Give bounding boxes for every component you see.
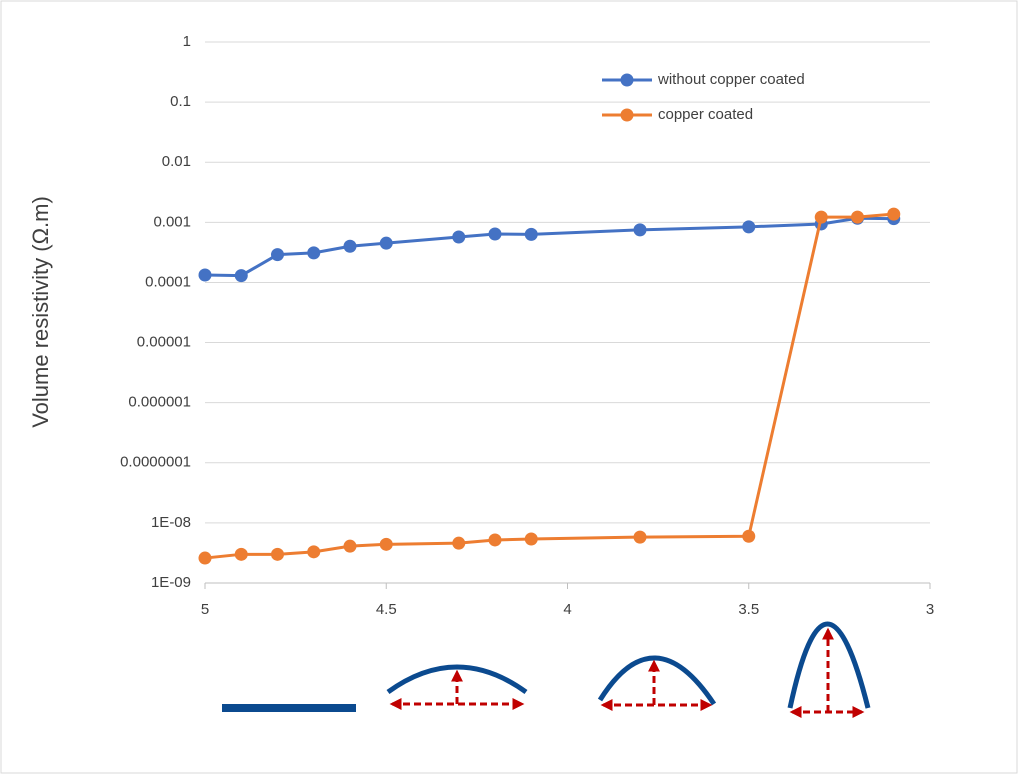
point [235, 548, 248, 561]
point [271, 548, 284, 561]
point [489, 533, 502, 546]
y-tick-label: 0.001 [153, 213, 191, 230]
series-line [205, 214, 894, 558]
illustrations [222, 624, 868, 712]
point [525, 532, 538, 545]
point [634, 531, 647, 544]
point [307, 545, 320, 558]
point [380, 538, 393, 551]
y-tick-label: 0.1 [170, 93, 191, 110]
legend-marker [621, 109, 634, 122]
y-axis-label: Volume resistivity (Ω.m) [28, 196, 53, 428]
x-tick-label: 3.5 [738, 601, 759, 618]
legend-label: without copper coated [657, 71, 805, 88]
legend-marker [621, 74, 634, 87]
arc-shape [600, 658, 714, 704]
point [271, 248, 284, 261]
y-tick-label: 0.0001 [145, 273, 191, 290]
point [815, 211, 828, 224]
point [307, 246, 320, 259]
y-tick-label: 1E-08 [151, 514, 191, 531]
y-tick-label: 0.000001 [128, 394, 191, 411]
point [634, 223, 647, 236]
y-tick-label: 0.0000001 [120, 454, 191, 471]
point [235, 269, 248, 282]
y-tick-label: 0.00001 [137, 334, 191, 351]
chart: Volume resistivity (Ω.m) 1 0.1 0.01 0.001 0.… [0, 0, 1033, 776]
legend-label: copper coated [658, 106, 753, 123]
x-tick-label: 4.5 [376, 601, 397, 618]
point [199, 268, 212, 281]
y-tick-label: 0.01 [162, 153, 191, 170]
y-tick-label: 1 [183, 33, 191, 50]
point [380, 237, 393, 250]
point [344, 540, 357, 553]
point [344, 240, 357, 253]
point [489, 227, 502, 240]
y-tick-label: 1E-09 [151, 574, 191, 591]
point [742, 220, 755, 233]
x-tick-label: 3 [926, 601, 934, 618]
x-tick-label: 4 [563, 601, 571, 618]
point [525, 228, 538, 241]
series-line [205, 218, 894, 275]
chart-border [1, 1, 1017, 773]
x-tick-label: 5 [201, 601, 209, 618]
point [452, 537, 465, 550]
point [887, 208, 900, 221]
point [742, 530, 755, 543]
point [851, 211, 864, 224]
point [452, 231, 465, 244]
point [199, 552, 212, 565]
